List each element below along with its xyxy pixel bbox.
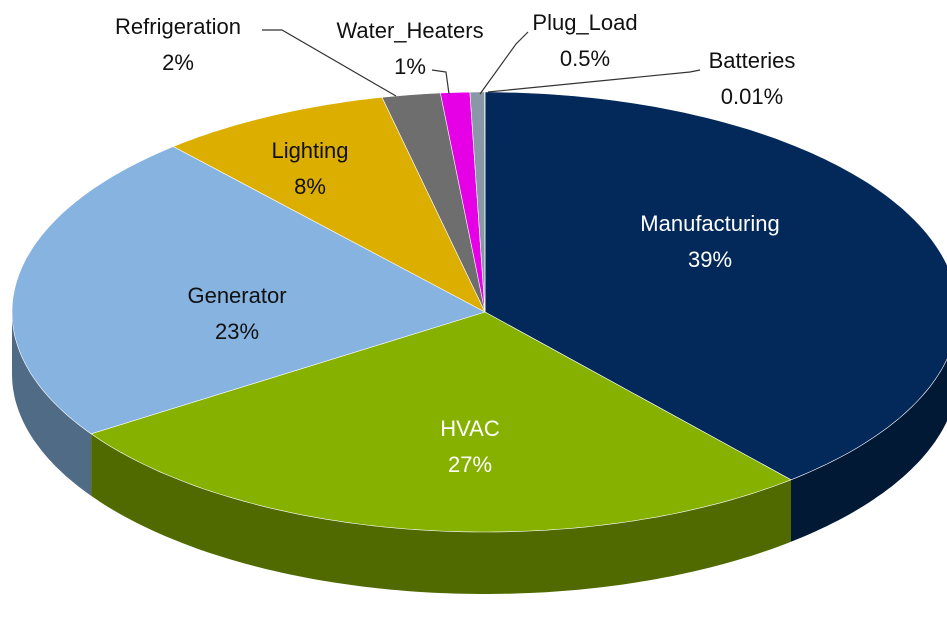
slice	[381, 92, 486, 313]
value-label: 8%	[294, 174, 326, 199]
slice-side	[791, 359, 947, 542]
slice	[172, 96, 486, 313]
slice-label: Water_Heaters	[336, 18, 483, 43]
value-label: 1%	[394, 54, 426, 79]
slice-label: Manufacturing	[640, 211, 779, 236]
slice-label: Lighting	[271, 138, 348, 163]
slice-label: Plug_Load	[532, 10, 637, 35]
slice	[484, 91, 947, 481]
slice-side	[91, 433, 792, 594]
slice	[11, 146, 486, 435]
value-label: 2%	[162, 50, 194, 75]
leader-line	[431, 69, 450, 95]
slice	[90, 311, 792, 533]
slice-label: Refrigeration	[115, 14, 241, 39]
leader-line	[262, 29, 397, 97]
value-label: 0.5%	[560, 46, 610, 71]
value-label: 27%	[448, 452, 492, 477]
value-label: 23%	[215, 319, 259, 344]
slice-label: HVAC	[440, 416, 500, 441]
value-label: 0.01%	[721, 84, 783, 109]
leader-line	[479, 31, 529, 95]
value-label: 39%	[688, 247, 732, 272]
slice-label: Batteries	[709, 48, 796, 73]
slice-side	[12, 312, 92, 496]
leader-line	[487, 69, 701, 93]
slice-label: Generator	[187, 283, 286, 308]
